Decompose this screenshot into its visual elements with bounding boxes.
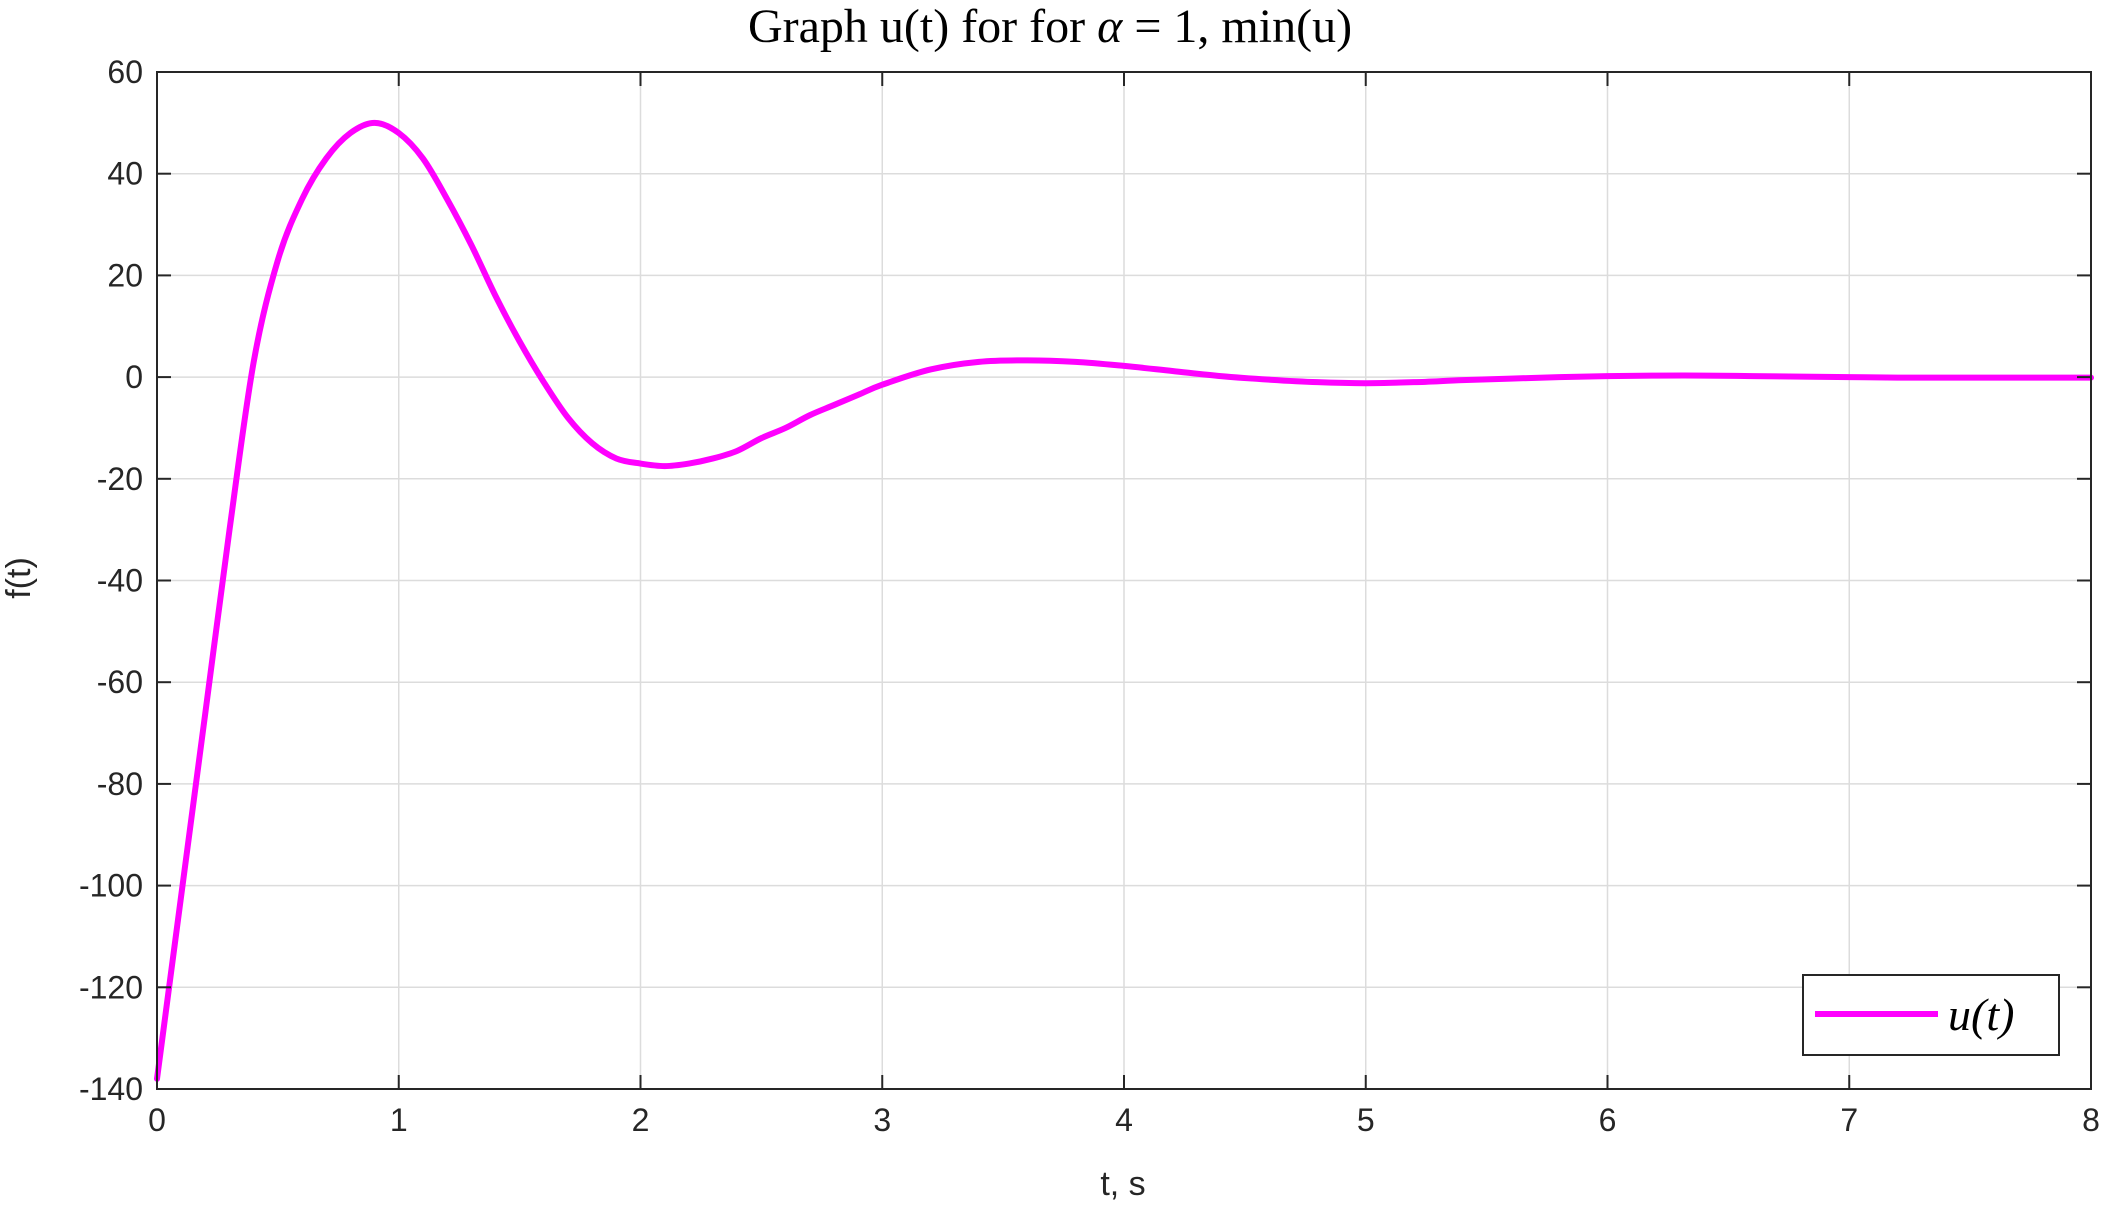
x-tick-label: 5 <box>1357 1102 1375 1138</box>
y-tick-label: 0 <box>125 359 143 395</box>
x-tick-label: 2 <box>632 1102 650 1138</box>
x-tick-label: 3 <box>873 1102 891 1138</box>
tick-labels: 0 1 2 3 4 5 6 7 8 60 40 20 0 -20 -40 -60 -80 -100 -120 -140 <box>79 54 2100 1138</box>
axis-ticks <box>156 71 2092 1090</box>
legend-label: u(t) <box>1948 989 2014 1040</box>
legend: u(t) <box>1802 974 2060 1056</box>
chart-title-suffix: = 1, min(u) <box>1122 0 1352 53</box>
series-layer <box>154 119 2094 1082</box>
x-tick-label: 8 <box>2082 1102 2100 1138</box>
y-axis-label: f(t) <box>0 557 38 599</box>
x-tick-label: 7 <box>1840 1102 1858 1138</box>
x-tick-label: 0 <box>148 1102 166 1138</box>
x-tick-label: 1 <box>390 1102 408 1138</box>
chart-title-symbol: α <box>1097 0 1123 53</box>
chart-title-prefix: Graph u(t) for for <box>748 0 1097 53</box>
y-tick-label: -140 <box>79 1071 143 1107</box>
y-tick-label: 60 <box>107 54 143 90</box>
y-tick-label: 40 <box>107 156 143 192</box>
x-tick-label: 4 <box>1115 1102 1133 1138</box>
x-tick-label: 6 <box>1599 1102 1617 1138</box>
y-tick-label: -100 <box>79 868 143 904</box>
y-tick-label: -40 <box>97 563 143 599</box>
y-tick-label: -80 <box>97 766 143 802</box>
y-tick-label: 20 <box>107 257 143 293</box>
y-tick-label: -60 <box>97 664 143 700</box>
chart-title: Graph u(t) for for α = 1, min(u) <box>748 0 1352 53</box>
x-axis-label: t, s <box>1100 1165 1145 1203</box>
series-line-u <box>154 119 2094 1082</box>
y-tick-label: -20 <box>97 461 143 497</box>
grid-lines <box>156 71 2092 1090</box>
y-tick-label: -120 <box>79 969 143 1005</box>
